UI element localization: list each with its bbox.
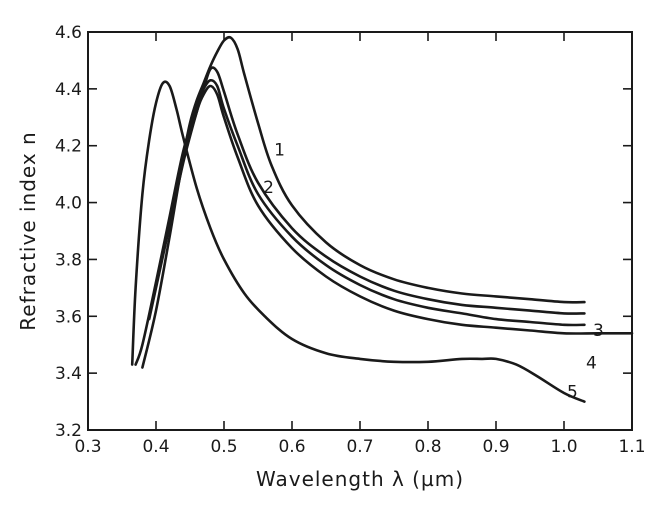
x-tick-label: 1.0 xyxy=(550,437,577,457)
y-tick-label: 4.0 xyxy=(55,194,82,214)
x-tick-label: 0.6 xyxy=(278,437,305,457)
x-tick-label: 0.5 xyxy=(210,437,237,457)
x-tick-label: 0.3 xyxy=(74,437,101,457)
y-tick-label: 4.4 xyxy=(55,80,82,100)
series-label-5: 5 xyxy=(567,383,578,403)
y-tick-label: 4.6 xyxy=(55,23,82,43)
x-tick-label: 0.4 xyxy=(142,437,169,457)
axes-layer: 0.3 0.4 0.5 0.6 0.7 0.8 0.9 1.0 1.1 3.2 3.4 3.6 3.8 4… xyxy=(16,23,646,491)
series-line-2 xyxy=(147,66,586,321)
y-tick-label: 3.4 xyxy=(55,364,82,384)
series-label-1: 1 xyxy=(274,141,285,161)
y-tick-label: 3.8 xyxy=(55,250,82,270)
x-tick-label: 1.1 xyxy=(618,437,645,457)
y-tick-label: 3.2 xyxy=(55,421,82,441)
x-tick-label: 0.8 xyxy=(414,437,441,457)
series-label-4: 4 xyxy=(586,353,597,373)
y-tick-label: 4.2 xyxy=(55,137,82,157)
x-tick-label: 0.7 xyxy=(346,437,373,457)
x-axis-title: Wavelength λ (µm) xyxy=(256,467,464,491)
y-axis-title: Refractive index n xyxy=(16,131,40,330)
series-label-3: 3 xyxy=(593,321,604,341)
curves-layer xyxy=(130,35,634,403)
series-line-5 xyxy=(130,80,586,403)
labels-layer: 12 3 45 xyxy=(263,141,604,403)
series-label-2: 2 xyxy=(263,178,274,198)
series-line-3 xyxy=(134,78,586,366)
series-line-4 xyxy=(141,84,634,369)
y-tick-label: 3.6 xyxy=(55,307,82,327)
x-tick-label: 0.9 xyxy=(482,437,509,457)
